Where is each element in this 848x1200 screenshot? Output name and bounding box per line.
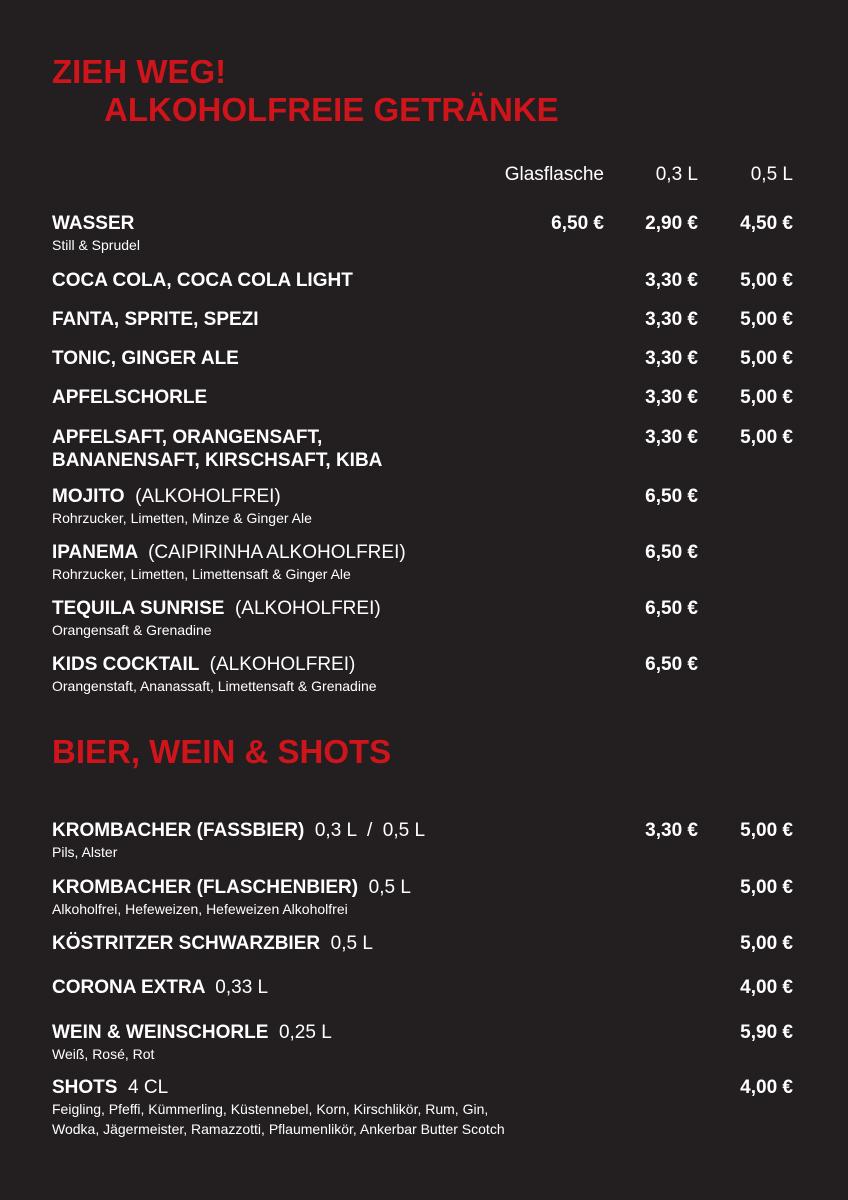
title: ALKOHOLFREIE GETRÄNKE bbox=[104, 91, 559, 128]
item-description: Wodka, Jägermeister, Ramazzotti, Pflaume… bbox=[52, 1121, 505, 1137]
item-description: Feigling, Pfeffi, Kümmerling, Küstennebe… bbox=[52, 1101, 489, 1117]
item-size: 0,5 L bbox=[368, 877, 411, 898]
item-name: WASSER bbox=[52, 214, 134, 233]
item-name: KIDS COCKTAIL (ALKOHOLFREI) bbox=[52, 655, 355, 674]
item-name: TONIC, GINGER ALE bbox=[52, 349, 239, 368]
item-name-text: TONIC, GINGER ALE bbox=[52, 348, 239, 369]
item-size: 0,3 L / 0,5 L bbox=[314, 820, 426, 841]
item-price: 3,30 € bbox=[645, 348, 698, 369]
item-name: CORONA EXTRA 0,33 L bbox=[52, 978, 268, 997]
item-name: KROMBACHER (FASSBIER) 0,3 L / 0,5 L bbox=[52, 821, 425, 840]
item-price: 5,00 € bbox=[740, 348, 793, 369]
item-name-text: KROMBACHER (FASSBIER) bbox=[52, 820, 305, 841]
item-name: BANANENSAFT, KIRSCHSAFT, KIBA bbox=[52, 451, 382, 470]
item-name: KÖSTRITZER SCHWARZBIER 0,5 L bbox=[52, 934, 373, 953]
item-price: 4,00 € bbox=[740, 1077, 793, 1098]
item-price: 5,00 € bbox=[740, 387, 793, 408]
item-price: 3,30 € bbox=[645, 309, 698, 330]
column-header: 0,3 L bbox=[655, 164, 698, 185]
item-name: WEIN & WEINSCHORLE 0,25 L bbox=[52, 1023, 332, 1042]
item-name-text: KÖSTRITZER SCHWARZBIER bbox=[52, 933, 321, 954]
column-header: Glasflasche bbox=[504, 164, 604, 185]
item-name: KROMBACHER (FLASCHENBIER) 0,5 L bbox=[52, 878, 411, 897]
item-price: 3,30 € bbox=[645, 270, 698, 291]
item-price: 3,30 € bbox=[645, 820, 698, 841]
item-price: 6,50 € bbox=[645, 598, 698, 619]
column-header: 0,5 L bbox=[750, 164, 793, 185]
item-name: TEQUILA SUNRISE (ALKOHOLFREI) bbox=[52, 599, 381, 618]
item-size: 0,25 L bbox=[278, 1022, 332, 1043]
item-name: APFELSAFT, ORANGENSAFT, bbox=[52, 428, 322, 447]
item-description: Still & Sprudel bbox=[52, 237, 140, 253]
item-name-text: IPANEMA bbox=[52, 542, 138, 563]
item-description: Pils, Alster bbox=[52, 844, 118, 860]
item-description: Alkoholfrei, Hefeweizen, Hefeweizen Alko… bbox=[52, 901, 348, 917]
item-name-text: WEIN & WEINSCHORLE bbox=[52, 1022, 269, 1043]
item-name: MOJITO (ALKOHOLFREI) bbox=[52, 487, 281, 506]
item-name-text: WASSER bbox=[52, 213, 135, 234]
item-name: FANTA, SPRITE, SPEZI bbox=[52, 310, 259, 329]
item-size: (ALKOHOLFREI) bbox=[234, 598, 381, 619]
item-name-text: KROMBACHER (FLASCHENBIER) bbox=[52, 877, 359, 898]
item-price: 4,00 € bbox=[740, 977, 793, 998]
item-name-text: CORONA EXTRA bbox=[52, 977, 205, 998]
item-name-text: BANANENSAFT, KIRSCHSAFT, KIBA bbox=[52, 450, 383, 471]
item-name: SHOTS 4 CL bbox=[52, 1078, 168, 1097]
item-price: 4,50 € bbox=[740, 213, 793, 234]
item-price: 5,00 € bbox=[740, 270, 793, 291]
item-description: Orangenstaft, Ananassaft, Limettensaft &… bbox=[52, 678, 377, 694]
item-size: (ALKOHOLFREI) bbox=[135, 486, 281, 507]
item-description: Orangensaft & Grenadine bbox=[52, 622, 212, 638]
item-price: 6,50 € bbox=[645, 654, 698, 675]
item-name-text: COCA COLA, COCA COLA LIGHT bbox=[52, 270, 353, 291]
section-title: BIER, WEIN & SHOTS bbox=[52, 733, 392, 770]
item-name-text: APFELSAFT, ORANGENSAFT, bbox=[52, 427, 323, 448]
item-size: 4 CL bbox=[128, 1077, 169, 1098]
item-price: 5,00 € bbox=[740, 427, 793, 448]
item-name: IPANEMA (CAIPIRINHA ALKOHOLFREI) bbox=[52, 543, 406, 562]
item-name-text: MOJITO bbox=[52, 486, 125, 507]
item-name-text: APFELSCHORLE bbox=[52, 387, 208, 408]
item-price: 6,50 € bbox=[645, 542, 698, 563]
item-price: 5,00 € bbox=[740, 820, 793, 841]
item-price: 5,90 € bbox=[740, 1022, 793, 1043]
item-size: 0,33 L bbox=[215, 977, 269, 998]
item-price: 3,30 € bbox=[645, 427, 698, 448]
item-price: 6,50 € bbox=[645, 486, 698, 507]
item-price: 5,00 € bbox=[740, 877, 793, 898]
title: ZIEH WEG! bbox=[52, 53, 227, 90]
item-price: 2,90 € bbox=[645, 213, 698, 234]
item-name-text: KIDS COCKTAIL bbox=[52, 654, 200, 675]
item-description: Weiß, Rosé, Rot bbox=[52, 1046, 155, 1062]
item-description: Rohrzucker, Limetten, Minze & Ginger Ale bbox=[52, 510, 312, 526]
item-price: 5,00 € bbox=[740, 933, 793, 954]
item-name-text: FANTA, SPRITE, SPEZI bbox=[52, 309, 259, 330]
item-name: APFELSCHORLE bbox=[52, 388, 207, 407]
item-description: Rohrzucker, Limetten, Limettensaft & Gin… bbox=[52, 566, 351, 582]
item-name-text: TEQUILA SUNRISE bbox=[52, 598, 225, 619]
item-size: 0,5 L bbox=[330, 933, 373, 954]
item-size: (CAIPIRINHA ALKOHOLFREI) bbox=[148, 542, 406, 563]
item-price: 3,30 € bbox=[645, 387, 698, 408]
item-price: 6,50 € bbox=[551, 213, 604, 234]
item-price: 5,00 € bbox=[740, 309, 793, 330]
item-size: (ALKOHOLFREI) bbox=[209, 654, 356, 675]
item-name: COCA COLA, COCA COLA LIGHT bbox=[52, 271, 353, 290]
item-name-text: SHOTS bbox=[52, 1077, 118, 1098]
